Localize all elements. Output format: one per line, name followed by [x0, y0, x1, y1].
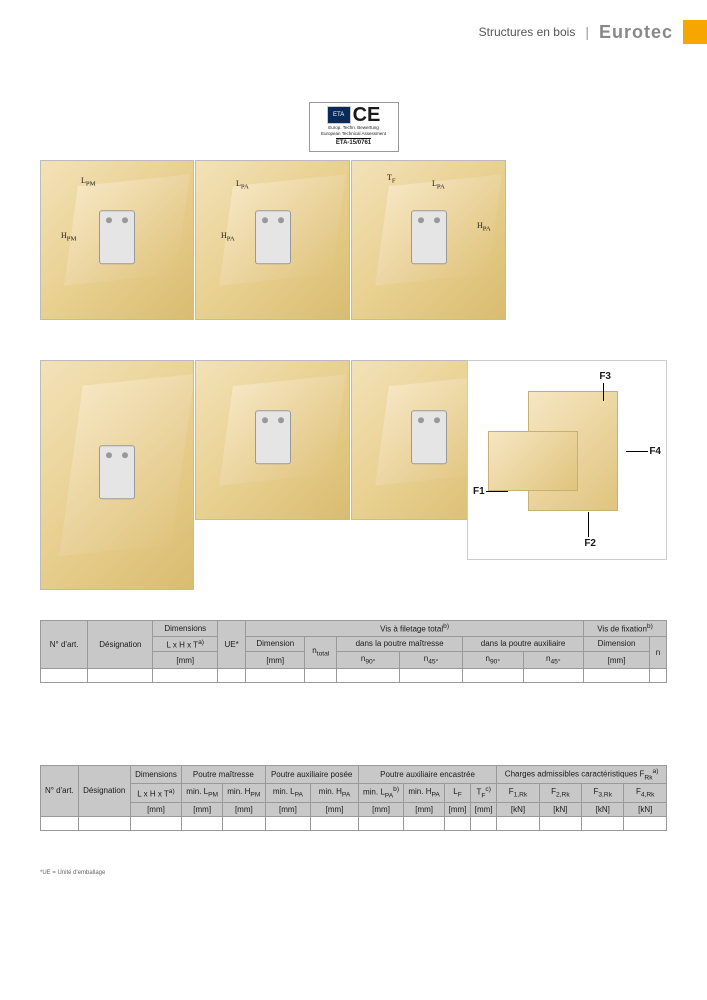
th-dim-grp: Dimensions	[153, 621, 218, 637]
th2-u: [mm]	[471, 802, 497, 816]
th-dim-unit: [mm]	[153, 652, 218, 669]
diagram-pa: LPA HPA	[195, 160, 350, 320]
th2-u: [mm]	[311, 802, 358, 816]
th-vdim-unit: [mm]	[246, 652, 305, 669]
th-art: N° d'art.	[41, 621, 88, 669]
th-vdim: Dimension	[246, 636, 305, 652]
th2-ch-grp: Charges admissibles caractéristiques FRk…	[497, 766, 667, 784]
th-pa-grp: dans la poutre auxiliaire	[462, 636, 583, 652]
th2-u: [mm]	[358, 802, 404, 816]
th2-u: [mm]	[404, 802, 445, 816]
th2-f2: F2,Rk	[539, 784, 581, 802]
diagram-tf: TF LPA HPA	[351, 160, 506, 320]
th2-u: [kN]	[582, 802, 624, 816]
th-vf-dim-unit: [mm]	[584, 652, 650, 669]
th2-u: [kN]	[497, 802, 539, 816]
dim-label: TF	[387, 173, 396, 185]
th2-pm-l: min. LPM	[182, 784, 223, 802]
th2-f4: F4,Rk	[624, 784, 667, 802]
dim-label: LPA	[236, 179, 249, 191]
th-vf-n: n	[650, 636, 667, 668]
diagram-connector-front	[40, 360, 194, 590]
cert-line2: European Technical Assessment	[321, 132, 386, 137]
th2-u: [mm]	[182, 802, 223, 816]
th2-pm-h: min. HPM	[223, 784, 265, 802]
th-vf-dim: Dimension	[584, 636, 650, 652]
force-label: F4	[649, 446, 661, 457]
th2-desig: Désignation	[78, 766, 130, 817]
th-vis-fix: Vis de fixationb)	[584, 621, 667, 637]
th2-pm-grp: Poutre maîtresse	[182, 766, 265, 784]
th2-pae-h: min. HPA	[404, 784, 445, 802]
breadcrumb: Structures en bois	[479, 25, 576, 39]
th-n45: n45°	[400, 652, 463, 669]
th2-u: [mm]	[130, 802, 182, 816]
th-dim-sub: L x H x Ta)	[153, 636, 218, 652]
th2-dim-sub: L x H x Ta)	[130, 784, 182, 802]
diagram-row-2	[40, 360, 506, 590]
brand-logo: Eurotec	[599, 22, 673, 43]
th-pm-grp: dans la poutre maîtresse	[337, 636, 463, 652]
table-1: N° d'art. Désignation Dimensions UE* Vis…	[40, 620, 667, 683]
th2-u: [kN]	[624, 802, 667, 816]
force-diagram: F3 F4 F1 F2	[467, 360, 667, 560]
th-vis-total: Vis à filetage totalb)	[246, 621, 584, 637]
th-n90: n90°	[337, 652, 400, 669]
dim-label: HPA	[477, 221, 491, 233]
page-header: Structures en bois | Eurotec	[479, 20, 707, 44]
th2-tf: TFc)	[471, 784, 497, 802]
footnote: *UE = Unité d'emballage	[40, 870, 105, 876]
th2-pap-h: min. HPA	[311, 784, 358, 802]
th2-f1: F1,Rk	[497, 784, 539, 802]
th2-dim-grp: Dimensions	[130, 766, 182, 784]
th-n90b: n90°	[462, 652, 523, 669]
dim-label: HPA	[221, 231, 235, 243]
eta-logo: ETA	[327, 106, 351, 124]
table-2: N° d'art. Désignation Dimensions Poutre …	[40, 765, 667, 831]
diagram-pm: LPM HPM	[40, 160, 194, 320]
force-label: F1	[473, 486, 485, 497]
th-desig: Désignation	[88, 621, 153, 669]
th2-u: [mm]	[223, 802, 265, 816]
th2-pae-grp: Poutre auxiliaire encastrée	[358, 766, 496, 784]
th-n45b: n45°	[523, 652, 584, 669]
separator: |	[585, 24, 589, 40]
certification-badge: ETA CE Europ. Techn. Bewertung European …	[309, 102, 399, 152]
th2-u: [mm]	[444, 802, 470, 816]
force-label: F3	[599, 371, 611, 382]
diagram-connector-side1	[195, 360, 350, 520]
th2-pap-grp: Poutre auxiliaire posée	[265, 766, 358, 784]
table-row	[41, 668, 667, 682]
force-label: F2	[584, 538, 596, 549]
th-ntotal: ntotal	[305, 636, 337, 668]
th-ue: UE*	[218, 621, 246, 669]
dim-label: LPM	[81, 176, 96, 188]
th2-pae-l: min. LPAb)	[358, 784, 404, 802]
th2-lf: LF	[444, 784, 470, 802]
th2-u: [mm]	[265, 802, 311, 816]
ce-mark: CE	[353, 105, 381, 125]
th2-pap-l: min. LPA	[265, 784, 311, 802]
accent-square	[683, 20, 707, 44]
th2-u: [kN]	[539, 802, 581, 816]
diagram-row-1: LPM HPM LPA HPA TF LPA HPA	[40, 160, 506, 320]
table-row	[41, 816, 667, 830]
th2-f3: F3,Rk	[582, 784, 624, 802]
dim-label: HPM	[61, 231, 76, 243]
cert-number: ETA-15/0761	[336, 138, 371, 146]
dim-label: LPA	[432, 179, 445, 191]
th2-art: N° d'art.	[41, 766, 79, 817]
